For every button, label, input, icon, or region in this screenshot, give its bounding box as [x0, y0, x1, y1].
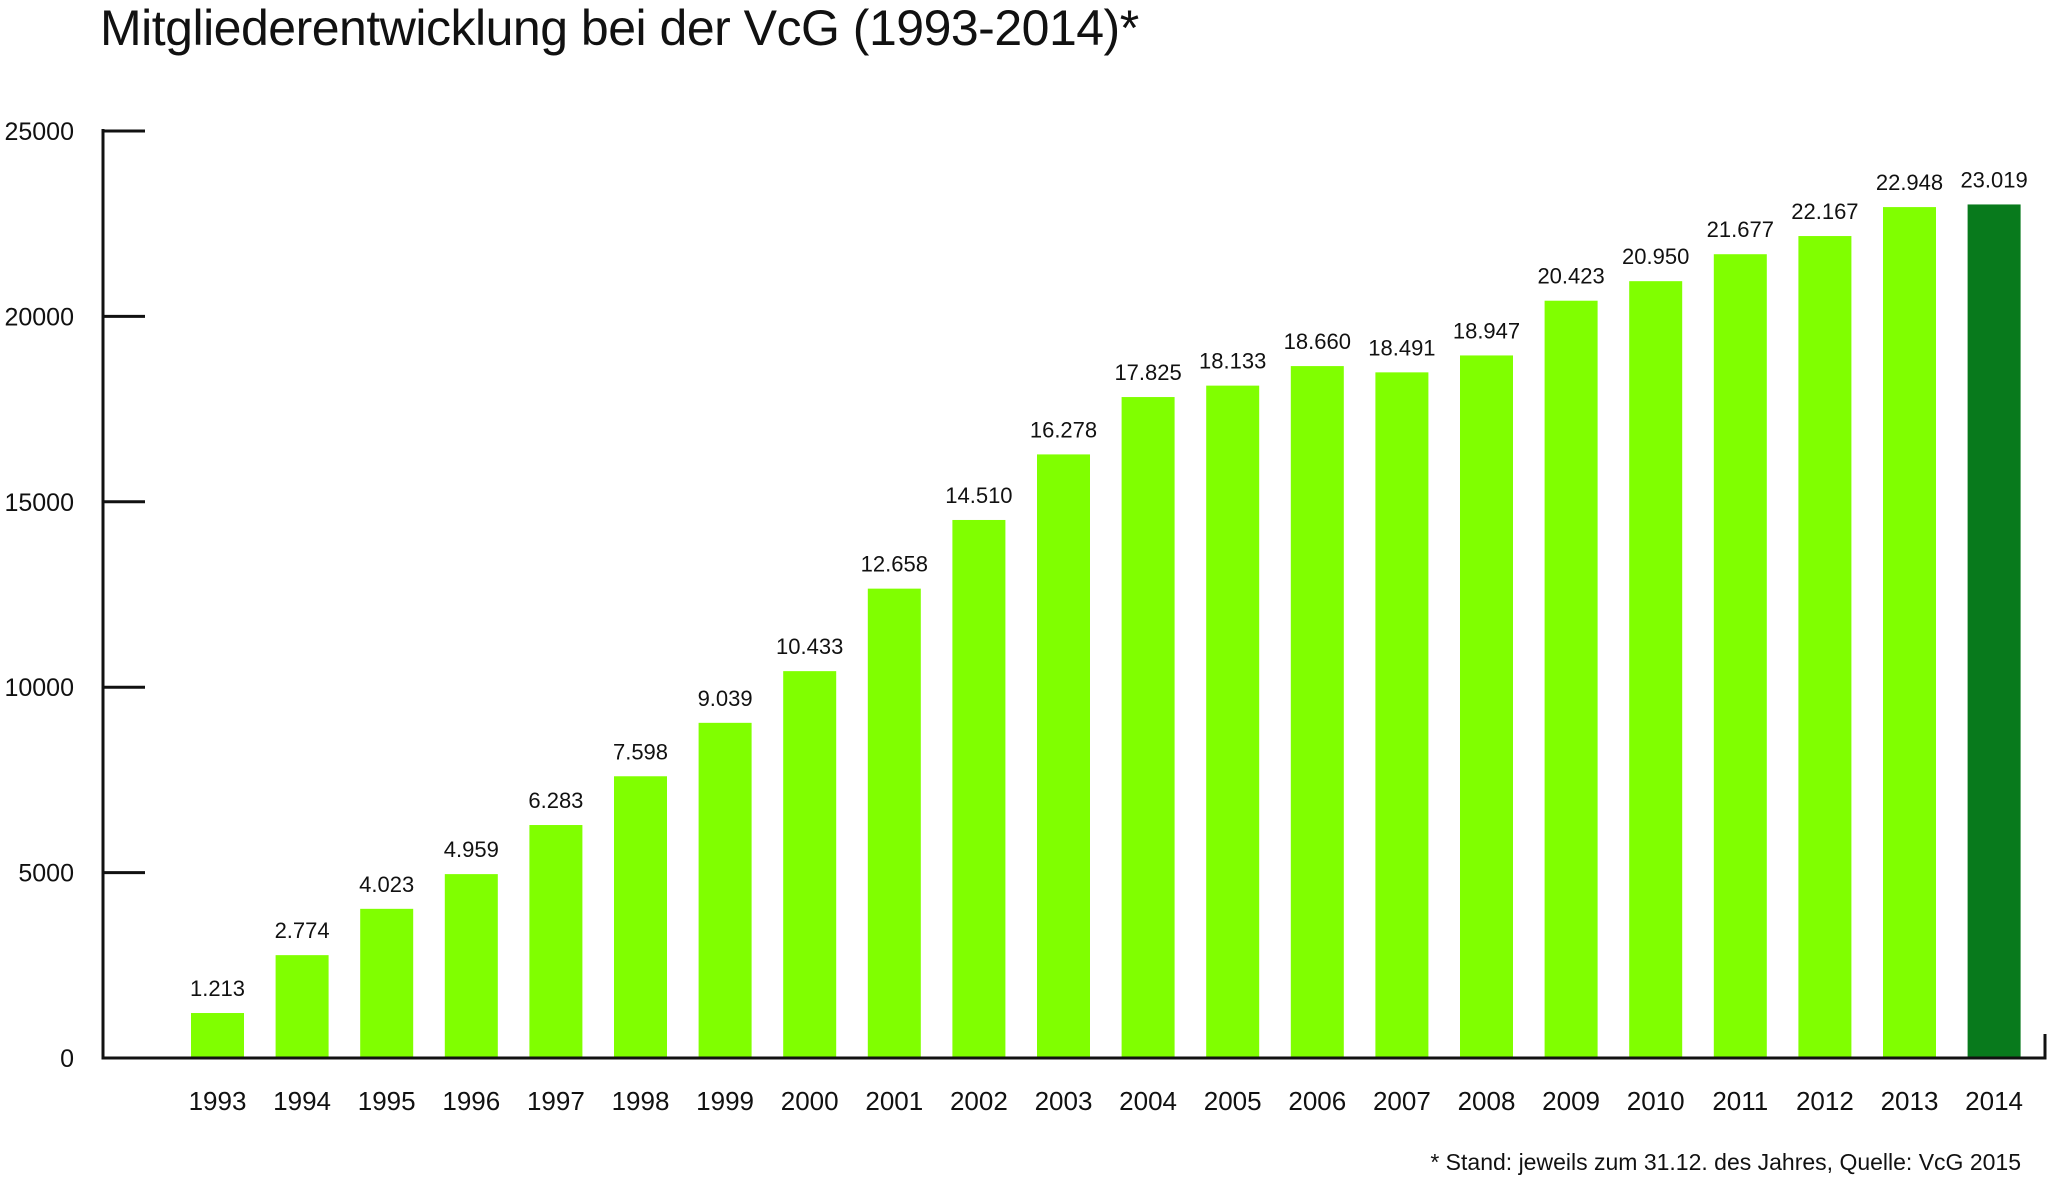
value-label-1995: 4.023	[359, 872, 414, 897]
bar-1994	[275, 955, 329, 1057]
y-tick-label: 0	[60, 1045, 74, 1073]
category-label-1994: 1994	[273, 1086, 331, 1116]
value-label-1997: 6.283	[528, 788, 583, 813]
bar-2006	[1290, 366, 1344, 1057]
y-tick-label: 15000	[4, 489, 74, 517]
bar-1997	[529, 825, 583, 1057]
bar-2005	[1206, 385, 1260, 1057]
bar-2009	[1544, 300, 1598, 1057]
value-label-2001: 12.658	[861, 552, 928, 577]
bar-2008	[1460, 355, 1513, 1057]
value-label-2008: 18.947	[1453, 318, 1520, 343]
value-label-2005: 18.133	[1199, 349, 1266, 374]
bar-1995	[360, 908, 414, 1057]
bar-2002	[952, 519, 1006, 1057]
bar-1996	[444, 874, 498, 1057]
category-label-2014: 2014	[1965, 1086, 2023, 1116]
category-label-2007: 2007	[1373, 1086, 1431, 1116]
value-label-1994: 2.774	[275, 918, 330, 943]
bar-2001	[867, 588, 921, 1057]
category-label-1998: 1998	[612, 1086, 670, 1116]
category-label-1997: 1997	[527, 1086, 585, 1116]
bar-2010	[1629, 281, 1683, 1057]
category-label-2009: 2009	[1542, 1086, 1600, 1116]
value-label-1999: 9.039	[698, 686, 753, 711]
footnote: * Stand: jeweils zum 31.12. des Jahres, …	[1430, 1149, 2021, 1175]
bar-2000	[783, 671, 837, 1057]
labels: 1.213 1993 2.774 1994 4.023 1995 4.959 1996 6.28…	[189, 167, 2028, 1116]
category-label-2013: 2013	[1881, 1086, 1939, 1116]
bar-2012	[1798, 236, 1852, 1057]
value-label-2013: 22.948	[1876, 170, 1943, 195]
value-label-2007: 18.491	[1368, 335, 1435, 360]
category-label-2000: 2000	[781, 1086, 839, 1116]
value-label-2012: 22.167	[1791, 199, 1858, 224]
value-label-2011: 21.677	[1707, 217, 1774, 242]
category-label-2010: 2010	[1627, 1086, 1685, 1116]
y-tick-label: 20000	[4, 303, 74, 331]
bar-1998	[614, 776, 667, 1057]
y-tick-label: 10000	[4, 674, 74, 702]
category-label-2012: 2012	[1796, 1086, 1854, 1116]
bar-2011	[1713, 254, 1767, 1057]
bar-2013	[1883, 207, 1936, 1057]
category-label-1993: 1993	[189, 1086, 247, 1116]
value-label-1998: 7.598	[613, 739, 668, 764]
y-tick-label: 25000	[4, 118, 74, 146]
bar-2007	[1375, 372, 1429, 1057]
value-label-1993: 1.213	[190, 976, 245, 1001]
value-label-2002: 14.510	[945, 483, 1012, 508]
axes: 0 5000 10000 15000 20000 25000	[4, 118, 2047, 1073]
value-label-2003: 16.278	[1030, 417, 1097, 442]
category-label-2005: 2005	[1204, 1086, 1262, 1116]
value-label-1996: 4.959	[444, 837, 499, 862]
bar-1999	[698, 722, 752, 1057]
category-label-2006: 2006	[1288, 1086, 1346, 1116]
category-label-2002: 2002	[950, 1086, 1008, 1116]
category-label-1995: 1995	[358, 1086, 416, 1116]
bars	[191, 204, 2021, 1057]
chart-title: Mitgliederentwicklung bei der VcG (1993-…	[100, 0, 1139, 56]
bar-2014	[1967, 204, 2021, 1057]
category-label-2001: 2001	[865, 1086, 923, 1116]
value-label-2004: 17.825	[1114, 360, 1181, 385]
value-label-2010: 20.950	[1622, 244, 1689, 269]
value-label-2000: 10.433	[776, 634, 843, 659]
bar-2003	[1037, 454, 1090, 1057]
value-label-2014: 23.019	[1960, 167, 2027, 192]
y-tick-label: 5000	[18, 860, 74, 888]
category-label-1996: 1996	[442, 1086, 500, 1116]
category-label-2011: 2011	[1712, 1086, 1768, 1116]
value-label-2006: 18.660	[1284, 329, 1351, 354]
category-label-2003: 2003	[1035, 1086, 1093, 1116]
value-label-2009: 20.423	[1537, 264, 1604, 289]
category-label-1999: 1999	[696, 1086, 754, 1116]
category-label-2004: 2004	[1119, 1086, 1177, 1116]
bar-2004	[1121, 397, 1175, 1057]
category-label-2008: 2008	[1458, 1086, 1516, 1116]
bar-1993	[191, 1013, 244, 1057]
